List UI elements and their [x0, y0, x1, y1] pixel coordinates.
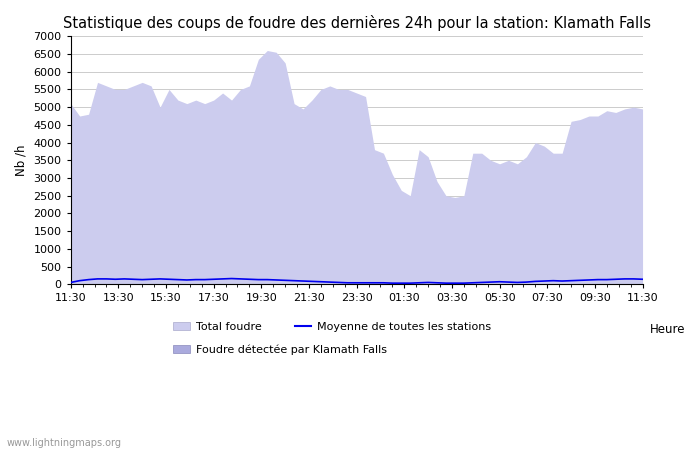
Text: Heure: Heure [650, 323, 685, 336]
Title: Statistique des coups de foudre des dernières 24h pour la station: Klamath Falls: Statistique des coups de foudre des dern… [62, 15, 650, 31]
Legend: Foudre détectée par Klamath Falls: Foudre détectée par Klamath Falls [174, 344, 386, 355]
Text: www.lightningmaps.org: www.lightningmaps.org [7, 438, 122, 448]
Y-axis label: Nb /h: Nb /h [15, 144, 28, 176]
